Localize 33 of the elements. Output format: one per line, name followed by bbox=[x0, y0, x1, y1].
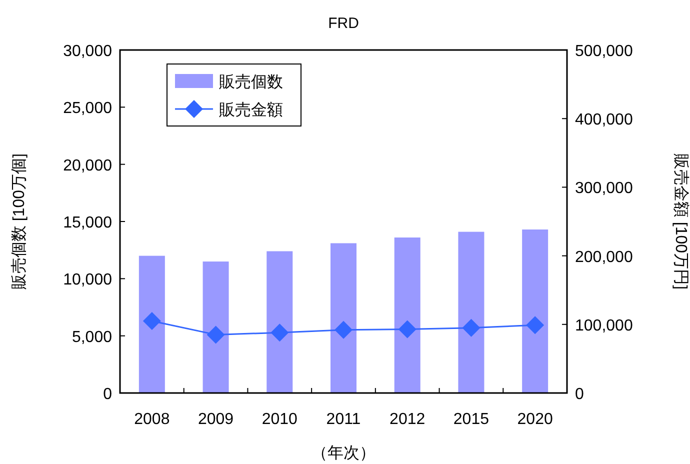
x-tick-label: 2010 bbox=[262, 411, 298, 428]
x-tick-label: 2012 bbox=[390, 411, 426, 428]
chart-title: FRD bbox=[328, 15, 360, 32]
y2-tick-label: 0 bbox=[575, 386, 584, 403]
y2-tick-label: 300,000 bbox=[575, 180, 633, 198]
y-tick-label: 10,000 bbox=[63, 272, 112, 289]
bar bbox=[330, 243, 356, 393]
legend-label: 販売個数 bbox=[219, 73, 283, 91]
bar bbox=[522, 230, 548, 393]
x-tick-label: 2009 bbox=[198, 411, 234, 428]
bar bbox=[458, 232, 484, 393]
bar bbox=[202, 262, 229, 393]
x-tick-label: 2008 bbox=[134, 411, 170, 428]
x-tick-label: 2020 bbox=[517, 411, 553, 428]
x-tick-label: 2015 bbox=[453, 411, 490, 428]
bar bbox=[266, 251, 293, 393]
y-tick-label: 20,000 bbox=[63, 157, 112, 174]
bar bbox=[138, 256, 165, 393]
y-tick-label: 30,000 bbox=[63, 43, 112, 60]
y-tick-label: 5,000 bbox=[72, 328, 112, 346]
y2-tick-label: 100,000 bbox=[575, 317, 633, 334]
y2-axis-title: 販売金額 [100万円] bbox=[672, 153, 690, 290]
y-tick-label: 0 bbox=[103, 386, 112, 403]
x-tick-label: 2011 bbox=[326, 411, 361, 428]
bar bbox=[394, 238, 420, 393]
y-axis-title: 販売個数 [100万個] bbox=[10, 153, 28, 290]
legend-label: 販売金額 bbox=[219, 101, 283, 119]
y-tick-label: 25,000 bbox=[63, 100, 112, 118]
y2-tick-label: 400,000 bbox=[575, 112, 633, 129]
x-axis-title: （年次） bbox=[312, 445, 376, 462]
y-tick-label: 15,000 bbox=[63, 214, 112, 232]
y2-tick-label: 500,000 bbox=[575, 43, 633, 60]
y2-tick-label: 200,000 bbox=[575, 248, 633, 266]
